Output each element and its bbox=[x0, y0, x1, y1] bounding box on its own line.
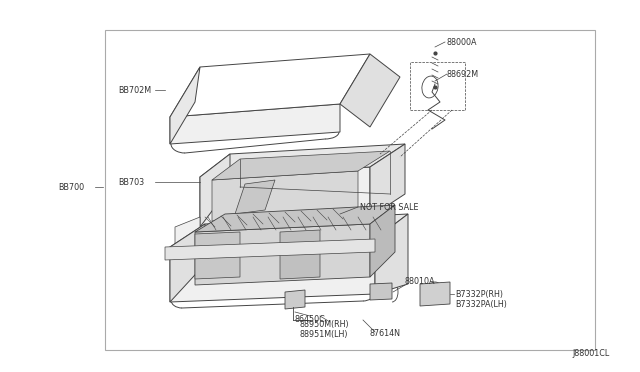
Text: 87614N: 87614N bbox=[370, 330, 401, 339]
Text: 86450C: 86450C bbox=[295, 315, 326, 324]
Polygon shape bbox=[195, 224, 370, 285]
Polygon shape bbox=[205, 224, 230, 254]
Polygon shape bbox=[170, 224, 205, 302]
Polygon shape bbox=[200, 154, 230, 227]
Polygon shape bbox=[170, 239, 375, 302]
Polygon shape bbox=[285, 290, 305, 309]
Text: BB703: BB703 bbox=[118, 177, 144, 186]
Text: J88001CL: J88001CL bbox=[573, 350, 610, 359]
Polygon shape bbox=[375, 214, 408, 294]
Text: B7332PA(LH): B7332PA(LH) bbox=[455, 299, 507, 308]
Polygon shape bbox=[165, 239, 375, 260]
Polygon shape bbox=[212, 151, 390, 180]
Polygon shape bbox=[195, 232, 240, 279]
Bar bbox=[105, 30, 595, 350]
Polygon shape bbox=[200, 167, 370, 227]
Text: BB702M: BB702M bbox=[118, 86, 151, 94]
Text: B7332P(RH): B7332P(RH) bbox=[455, 289, 503, 298]
Text: BB700: BB700 bbox=[58, 183, 84, 192]
Bar bbox=[410, 62, 465, 110]
Polygon shape bbox=[170, 214, 408, 247]
Text: 88692M: 88692M bbox=[447, 70, 479, 78]
Text: 88951M(LH): 88951M(LH) bbox=[300, 330, 349, 339]
Polygon shape bbox=[370, 144, 405, 217]
Polygon shape bbox=[170, 67, 200, 144]
Polygon shape bbox=[170, 104, 340, 144]
Polygon shape bbox=[212, 171, 358, 221]
Polygon shape bbox=[370, 205, 395, 277]
Polygon shape bbox=[370, 283, 392, 300]
Text: 88950M(RH): 88950M(RH) bbox=[300, 320, 349, 328]
Polygon shape bbox=[420, 282, 450, 306]
Polygon shape bbox=[280, 230, 320, 279]
Polygon shape bbox=[195, 205, 395, 232]
Polygon shape bbox=[235, 180, 275, 214]
Polygon shape bbox=[340, 54, 400, 127]
Text: NOT FOR SALE: NOT FOR SALE bbox=[360, 202, 419, 212]
Text: 88000A: 88000A bbox=[447, 38, 477, 46]
Text: 88010A: 88010A bbox=[405, 278, 435, 286]
Polygon shape bbox=[175, 217, 200, 247]
Polygon shape bbox=[170, 54, 370, 117]
Polygon shape bbox=[200, 144, 405, 177]
